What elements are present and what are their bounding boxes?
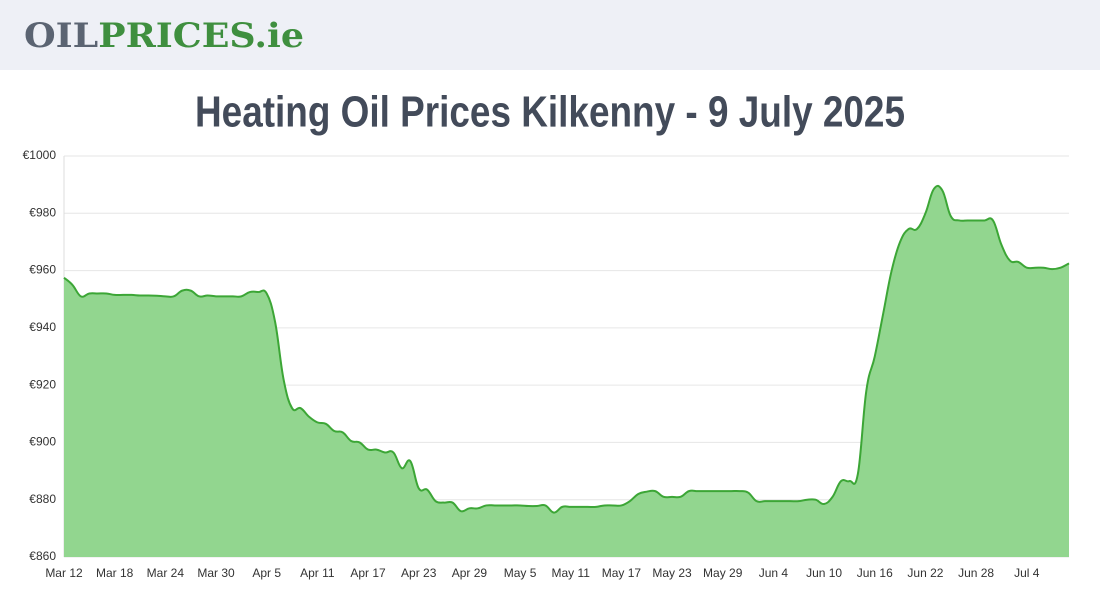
y-tick-label: €920 xyxy=(29,377,56,391)
x-tick-label: Mar 30 xyxy=(197,566,235,580)
x-tick-label: Apr 23 xyxy=(401,566,437,580)
logo[interactable]: OIL PRICES.ie xyxy=(24,16,304,56)
x-tick-label: Mar 24 xyxy=(147,566,185,580)
y-tick-label: €980 xyxy=(29,205,56,219)
x-tick-label: May 17 xyxy=(602,566,642,580)
x-tick-label: May 11 xyxy=(551,566,590,580)
x-tick-label: Jul 4 xyxy=(1014,566,1040,580)
x-tick-label: Jun 16 xyxy=(857,566,893,580)
y-tick-label: €860 xyxy=(29,549,56,563)
y-tick-label: €1000 xyxy=(23,148,57,162)
y-tick-label: €960 xyxy=(29,263,56,277)
x-tick-label: Mar 12 xyxy=(45,566,83,580)
chart-title: Heating Oil Prices Kilkenny - 9 July 202… xyxy=(195,88,905,137)
x-tick-label: Mar 18 xyxy=(96,566,134,580)
x-tick-label: May 5 xyxy=(504,566,537,580)
x-tick-label: May 23 xyxy=(652,566,692,580)
logo-part: OIL xyxy=(24,16,98,56)
y-tick-label: €940 xyxy=(29,320,56,334)
x-tick-label: Apr 29 xyxy=(452,566,488,580)
x-tick-label: Jun 10 xyxy=(806,566,842,580)
header-bar xyxy=(0,0,1100,70)
y-tick-label: €900 xyxy=(29,435,56,449)
y-tick-label: €880 xyxy=(29,492,56,506)
line xyxy=(63,184,1070,514)
x-tick-label: Jun 4 xyxy=(759,566,789,580)
x-tick-label: Apr 11 xyxy=(300,566,335,580)
x-tick-label: Jun 28 xyxy=(958,566,994,580)
x-tick-label: Apr 17 xyxy=(350,566,386,580)
logo-part: PRICES.ie xyxy=(98,16,304,56)
x-tick-label: Jun 22 xyxy=(907,566,943,580)
area xyxy=(64,185,1069,557)
x-tick-label: Apr 5 xyxy=(252,566,281,580)
x-tick-label: May 29 xyxy=(703,566,743,580)
